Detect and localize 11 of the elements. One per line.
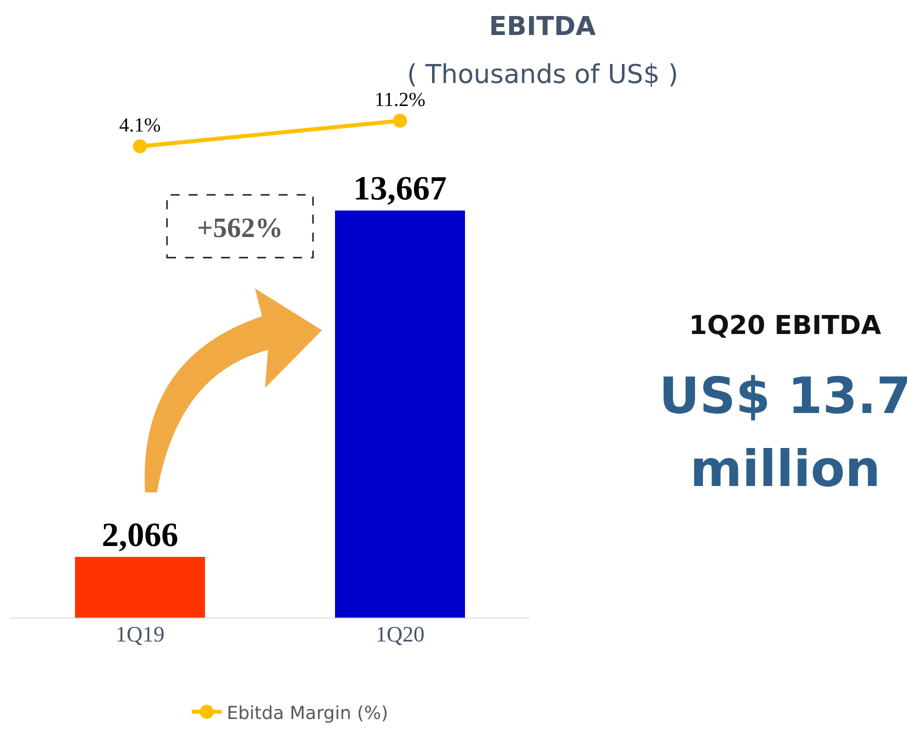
chart-subtitle: ( Thousands of US$ ) [407,60,678,90]
annotation: +562% [197,213,283,244]
data-label: 11.2% [374,88,426,111]
x-tick-label: 1Q19 [116,622,164,647]
x-tick-label: 1Q20 [376,622,424,647]
data-label: 4.1% [119,114,161,137]
chart-title: EBITDA [489,12,596,42]
data-label: 2,066 [102,516,178,554]
legend-label: Ebitda Margin (%) [226,702,388,724]
text: 1Q20 EBITDA [689,311,882,341]
data-label: 13,667 [353,170,447,208]
